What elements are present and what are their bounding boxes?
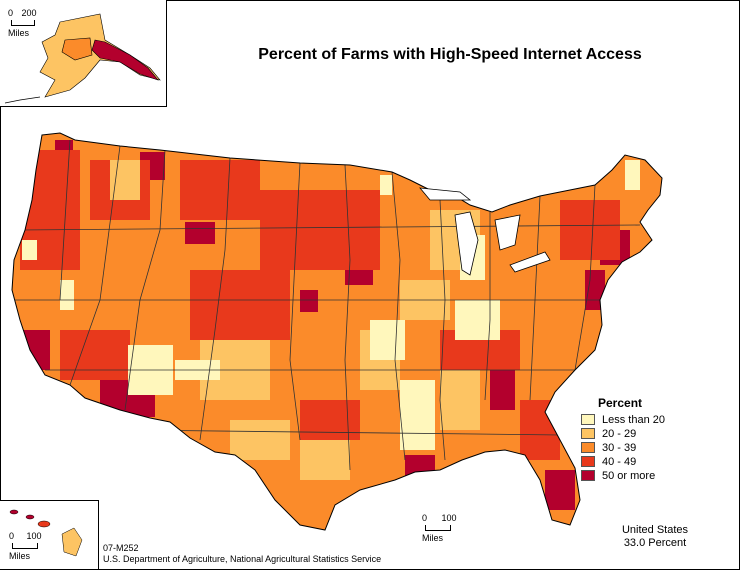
legend-label: 50 or more <box>602 469 656 482</box>
us-total-value: 33.0 Percent <box>623 537 687 549</box>
legend-title: Percent <box>598 396 643 410</box>
source-credit: U.S. Department of Agriculture, National… <box>103 554 382 564</box>
footer: 07-M252 U.S. Department of Agriculture, … <box>103 543 381 565</box>
lake-huron <box>494 214 521 251</box>
hawaii-scale: 0 100 Miles <box>9 531 42 561</box>
hawaii-scale-max: 100 <box>26 531 42 541</box>
us-total: United States 33.0 Percent <box>600 524 710 550</box>
map-title: Percent of Farms with High-Speed Interne… <box>258 46 642 63</box>
legend-label: 40 - 49 <box>602 455 637 468</box>
map-id: 07-M252 <box>103 543 139 553</box>
conus-scale-bar <box>425 525 451 531</box>
alaska-scale: 0 200 Miles <box>8 8 37 38</box>
state-lines <box>15 139 641 471</box>
us-total-label: United States <box>621 524 689 536</box>
alaska-scale-max: 200 <box>21 8 37 18</box>
alaska-scale-bar <box>11 20 35 26</box>
lake-michigan <box>454 211 479 276</box>
legend-swatch <box>581 442 595 453</box>
legend-swatch <box>581 470 595 481</box>
lake-superior <box>419 187 472 201</box>
legend-swatch <box>581 456 595 467</box>
hawaii-scale-min: 0 <box>9 531 15 541</box>
legend-item: Less than 20 <box>581 413 731 426</box>
legend-swatch <box>581 414 595 425</box>
conus-scale-max: 100 <box>441 513 457 523</box>
legend-item: 40 - 49 <box>581 455 731 468</box>
alaska-scale-min: 0 <box>8 8 14 18</box>
patches-pale <box>22 160 640 450</box>
legend: Percent Less than 20 20 - 29 30 - 39 40 … <box>581 396 731 483</box>
legend-item: 30 - 39 <box>581 441 731 454</box>
conus-scale-unit: Miles <box>422 533 444 543</box>
legend-swatch <box>581 428 595 439</box>
conus-scale-min: 0 <box>422 513 428 523</box>
alaska-scale-unit: Miles <box>8 28 30 38</box>
conus-scale: 0 100 Miles <box>422 513 457 543</box>
hawaii-scale-unit: Miles <box>9 551 31 561</box>
hawaii-map-overlay <box>9 509 83 557</box>
hawaii-scale-bar <box>12 543 38 549</box>
legend-label: 30 - 39 <box>602 441 637 454</box>
legend-item: 20 - 29 <box>581 427 731 440</box>
legend-item: 50 or more <box>581 469 731 482</box>
alaska-map-overlay <box>4 13 161 104</box>
legend-label: 20 - 29 <box>602 427 637 440</box>
lake-erie <box>509 251 551 273</box>
legend-label: Less than 20 <box>602 413 665 426</box>
